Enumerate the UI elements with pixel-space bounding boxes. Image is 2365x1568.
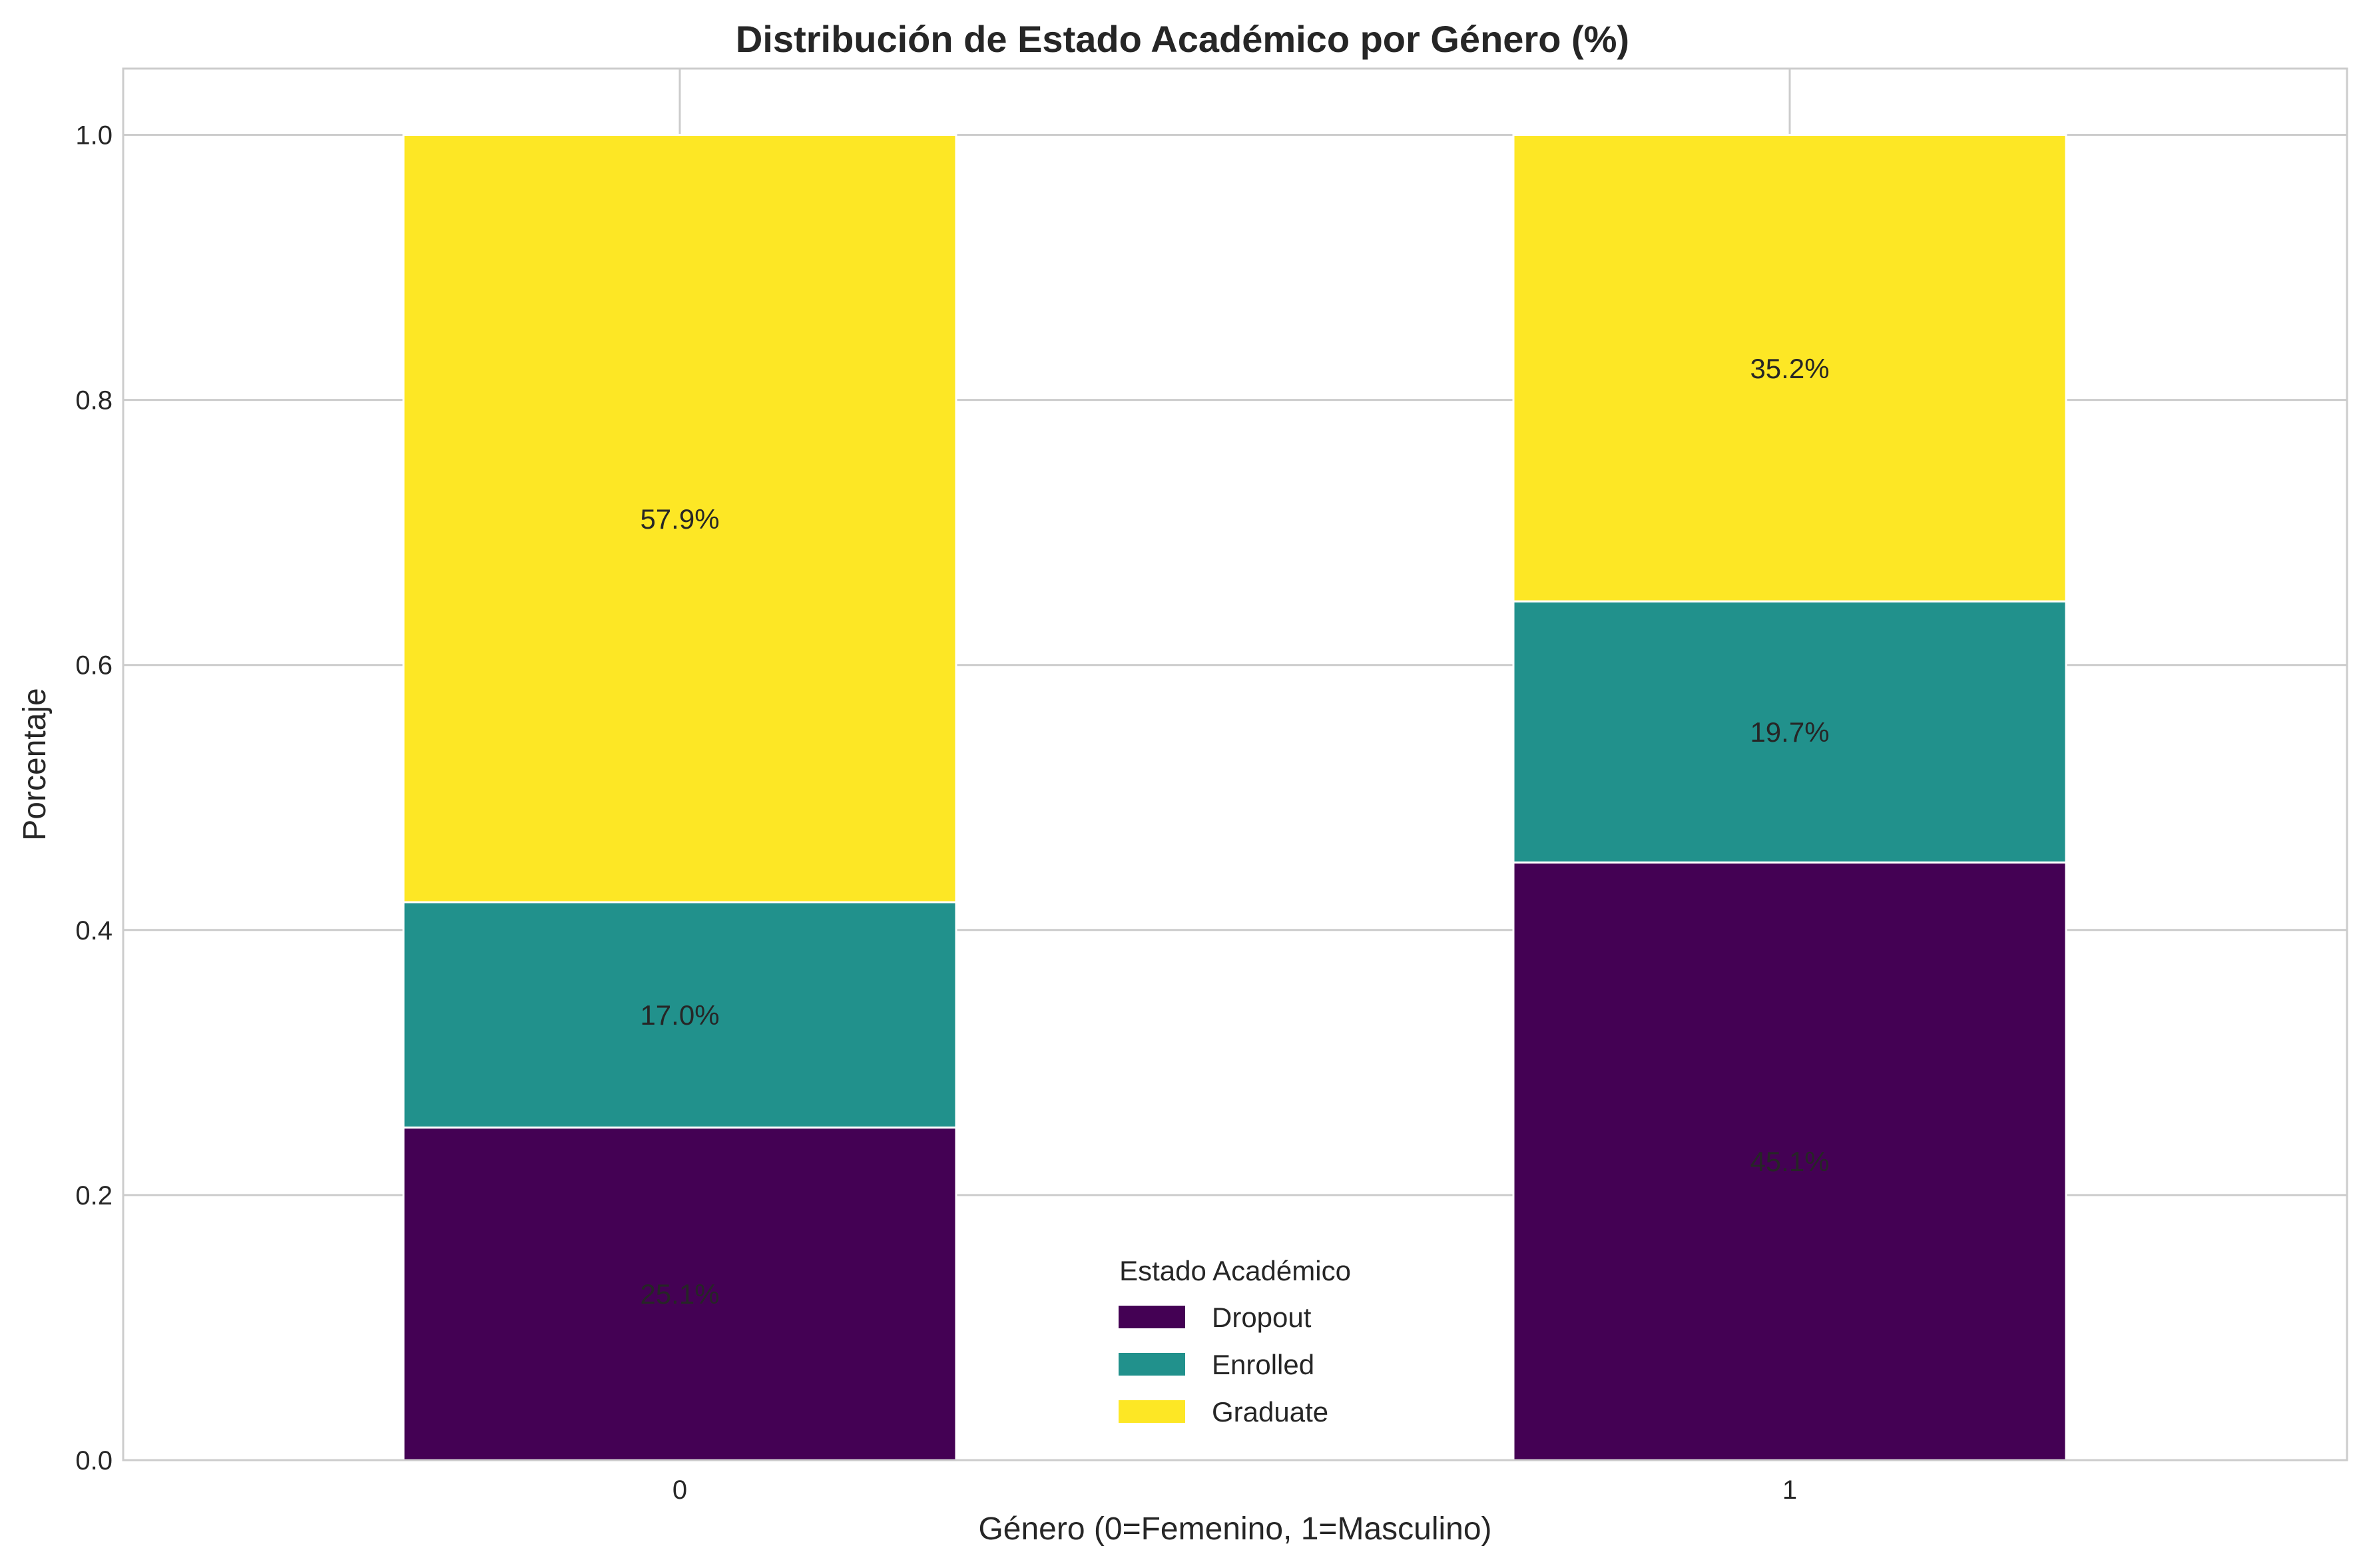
y-tick-label: 0.8 — [75, 386, 113, 415]
bar-segment-dropout — [402, 1126, 957, 1461]
data-label: 17.0% — [640, 999, 719, 1031]
bar-segment-enrolled — [402, 901, 957, 1129]
data-labels: 25.1% 17.0% 57.9% 45.1% 19.7% 35.2% — [640, 353, 1829, 1310]
data-label: 25.1% — [640, 1278, 719, 1310]
data-label: 19.7% — [1750, 716, 1829, 748]
data-label: 45.1% — [1750, 1146, 1829, 1177]
y-tick-label: 1.0 — [75, 121, 113, 150]
plot-frame — [122, 67, 2348, 1461]
y-tick-label: 0.6 — [75, 651, 113, 680]
legend-label: Dropout — [1212, 1302, 1312, 1333]
x-tick-label: 0 — [672, 1475, 687, 1505]
data-label: 35.2% — [1750, 353, 1829, 384]
y-tick-label: 0.4 — [75, 916, 113, 945]
legend-swatch-enrolled — [1119, 1353, 1185, 1376]
bars — [402, 134, 2067, 1461]
legend: Estado Académico Dropout Enrolled Graduate — [1119, 1255, 1351, 1428]
legend-swatch-dropout — [1119, 1306, 1185, 1328]
x-axis-label: Género (0=Femenino, 1=Masculino) — [978, 1511, 1491, 1547]
x-tick-label: 1 — [1782, 1475, 1797, 1505]
data-label: 57.9% — [640, 503, 719, 535]
bar-segment-graduate — [1512, 134, 2067, 603]
legend-label: Enrolled — [1212, 1349, 1314, 1380]
y-tick-label: 0.2 — [75, 1181, 113, 1210]
legend-label: Graduate — [1212, 1396, 1328, 1428]
bar-segment-graduate — [402, 134, 957, 904]
chart-title: Distribución de Estado Académico por Gén… — [736, 18, 1629, 60]
y-tick-label: 0.0 — [75, 1446, 113, 1475]
tick-labels: 0.0 0.2 0.4 0.6 0.8 1.0 0 1 — [75, 121, 1797, 1505]
legend-swatch-graduate — [1119, 1400, 1185, 1423]
bar-segment-enrolled — [1512, 600, 2067, 864]
bar-segment-dropout — [1512, 861, 2067, 1461]
y-axis-label: Porcentaje — [17, 688, 53, 840]
legend-title: Estado Académico — [1119, 1255, 1351, 1286]
